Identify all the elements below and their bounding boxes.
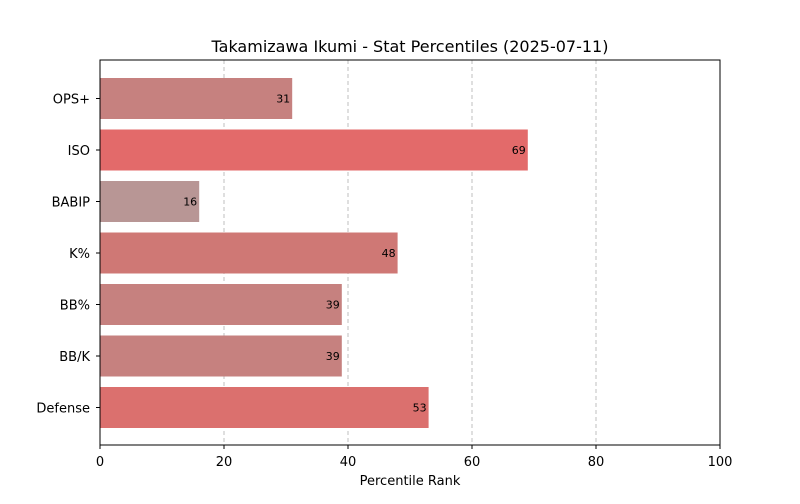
x-tick-label: 20 [216, 455, 233, 470]
data-label: 39 [326, 299, 340, 312]
bar [100, 232, 398, 274]
data-label: 53 [413, 402, 427, 415]
x-tick-label: 40 [340, 455, 357, 470]
y-tick-label: BB/K [59, 350, 90, 365]
data-labels: 31 69 16 48 39 39 53 [183, 93, 526, 415]
y-tick-label: OPS+ [53, 93, 90, 108]
data-label: 39 [326, 350, 340, 363]
x-tick-label: 100 [708, 455, 733, 470]
plot-frame [99, 59, 721, 446]
y-tick-label: Defense [36, 402, 90, 417]
bar [100, 387, 429, 428]
y-tick-label: BB% [60, 299, 90, 314]
bar [100, 78, 293, 119]
y-tick-label: ISO [68, 144, 90, 159]
x-tick-label: 0 [96, 455, 104, 470]
bar [100, 181, 200, 222]
bar [100, 335, 342, 377]
x-tick-label: 60 [464, 455, 481, 470]
chart-title: Takamizawa Ikumi - Stat Percentiles (202… [211, 37, 609, 56]
data-label: 31 [276, 93, 290, 106]
bars [100, 78, 528, 428]
data-label: 16 [183, 196, 197, 209]
bar [100, 284, 342, 325]
data-label: 69 [512, 144, 526, 157]
y-axis-ticks: OPS+ ISO BABIP K% BB% BB/K Defense [36, 93, 100, 417]
y-tick-label: BABIP [52, 196, 91, 211]
x-axis-label: Percentile Rank [360, 474, 461, 489]
x-axis-ticks: 0 20 40 60 80 100 [96, 445, 733, 470]
x-tick-label: 80 [588, 455, 605, 470]
y-tick-label: K% [69, 247, 90, 262]
data-label: 48 [382, 247, 396, 260]
bar [100, 129, 528, 171]
